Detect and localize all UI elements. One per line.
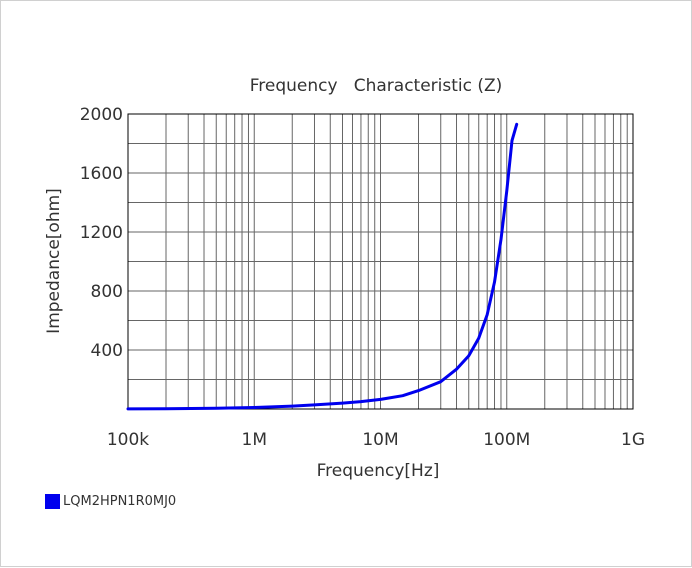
y-tick-label: 400 (91, 341, 123, 361)
x-tick-label: 1G (621, 430, 645, 450)
x-tick-label: 100k (107, 430, 149, 450)
y-tick-label: 800 (91, 282, 123, 302)
x-tick-labels: 100k 1M 10M 100M 1G (107, 430, 645, 450)
x-axis-label: Frequency[Hz] (317, 461, 440, 481)
plot-area-border (127, 113, 634, 410)
x-tick-label: 100M (483, 430, 530, 450)
y-axis-label: Impedance[ohm] (44, 188, 64, 334)
series-line (126, 122, 519, 411)
legend-label: LQM2HPN1R0MJ0 (63, 494, 177, 509)
grid-lines (128, 114, 633, 409)
y-tick-label: 1600 (80, 164, 123, 184)
y-tick-label: 1200 (80, 223, 123, 243)
legend: LQM2HPN1R0MJ0 (45, 494, 176, 509)
series-layer (126, 122, 519, 411)
chart-title: Frequency Characteristic (Z) (250, 76, 503, 96)
y-tick-labels: 2000 1600 1200 800 400 (80, 105, 123, 361)
x-tick-label: 1M (242, 430, 267, 450)
y-tick-label: 2000 (80, 105, 123, 125)
legend-swatch (45, 494, 60, 509)
x-tick-label: 10M (362, 430, 398, 450)
